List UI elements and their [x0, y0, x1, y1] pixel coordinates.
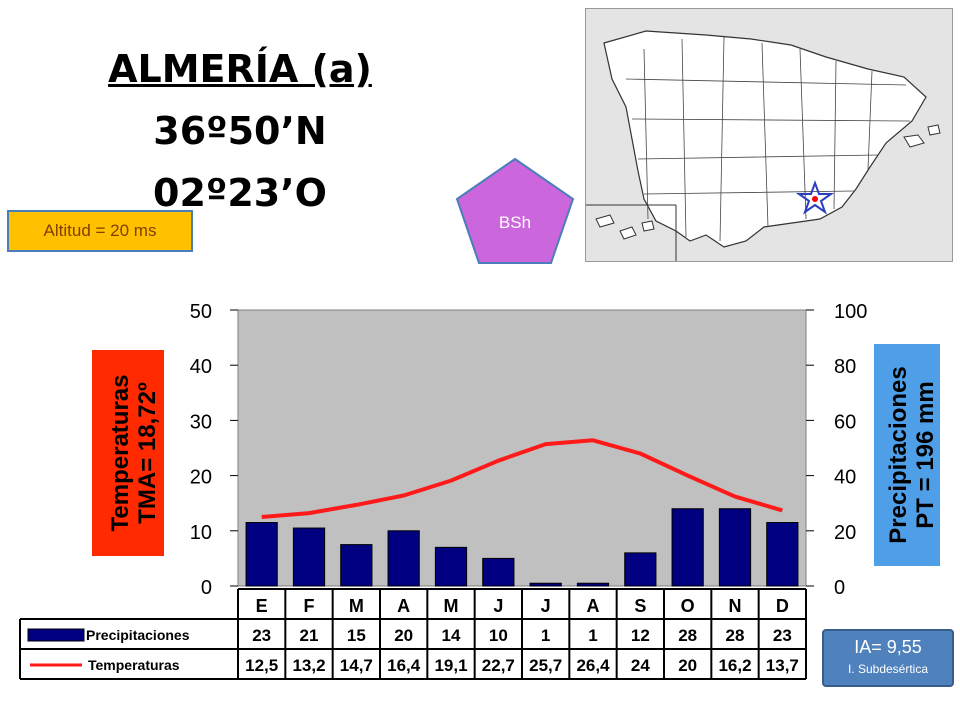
precipitation-bar-10	[718, 508, 752, 587]
precipitation-bar-9	[671, 508, 704, 587]
precipitation-bar-0	[245, 522, 278, 587]
temperature-value: 14,7	[340, 656, 373, 675]
temperature-value: 22,7	[482, 656, 515, 675]
precipitation-value: 21	[300, 626, 319, 645]
station-title-block: ALMERÍA (a) 36º50’N 02º23’O	[100, 38, 380, 224]
month-label: O	[681, 596, 695, 616]
month-label: F	[304, 596, 315, 616]
precipitation-value: 12	[631, 626, 650, 645]
temperature-tick-label: 30	[190, 411, 212, 433]
temperature-value: 20	[678, 656, 697, 675]
altitude-box: Altitud = 20 ms	[7, 210, 193, 252]
precipitation-tick-label: 100	[834, 301, 867, 323]
precipitation-tick-label: 20	[834, 522, 856, 544]
temperature-tick-label: 20	[190, 467, 212, 489]
temperature-value: 13,7	[766, 656, 799, 675]
precipitation-value: 14	[442, 626, 461, 645]
month-label: M	[349, 596, 364, 616]
precipitation-bar-5	[482, 557, 515, 587]
canary-islands	[595, 214, 655, 240]
precipitation-bar-3	[387, 530, 420, 587]
temperature-value: 16,2	[718, 656, 751, 675]
iberia-map	[586, 9, 952, 261]
temperature-tick-label: 0	[201, 577, 212, 599]
precipitation-axis-title-line2: PT = 196 mm	[912, 381, 939, 528]
temperature-value: 24	[631, 656, 650, 675]
month-label: A	[587, 596, 600, 616]
temperature-legend-label: Temperaturas	[88, 657, 180, 673]
temperature-axis-title-line2: TMA= 18,72º	[134, 382, 161, 524]
station-latitude: 36º50’N	[153, 109, 327, 153]
aridity-index-box: IA= 9,55 I. Subdesértica	[822, 629, 954, 687]
month-label: D	[776, 596, 789, 616]
temperature-value: 13,2	[292, 656, 325, 675]
precipitation-bar-2	[340, 544, 373, 587]
temperature-value: 19,1	[434, 656, 467, 675]
plot-area	[237, 309, 807, 587]
temperature-tick-label: 50	[190, 301, 212, 323]
station-longitude: 02º23’O	[153, 171, 327, 215]
precipitation-bar-8	[624, 552, 657, 587]
precipitation-axis-title: Precipitaciones PT = 196 mm	[874, 344, 940, 566]
temperature-line	[261, 438, 783, 519]
precipitation-value: 28	[678, 626, 697, 645]
month-label: S	[634, 596, 646, 616]
month-label: A	[397, 596, 410, 616]
location-dot-icon	[812, 196, 818, 202]
altitude-label: Altitud = 20 ms	[43, 221, 157, 240]
temperature-tick-label: 10	[190, 522, 212, 544]
precipitation-value: 1	[541, 626, 550, 645]
aridity-class: I. Subdesértica	[847, 662, 929, 676]
temperature-value: 12,5	[245, 656, 278, 675]
precipitation-tick-label: 80	[834, 356, 856, 378]
month-label: N	[729, 596, 742, 616]
location-star-icon	[795, 180, 835, 215]
precipitation-tick-label: 0	[834, 577, 845, 599]
precipitation-bar-4	[434, 546, 468, 587]
location-map	[585, 8, 953, 262]
climate-code: BSh	[498, 213, 532, 232]
precipitation-value: 1	[588, 626, 597, 645]
precipitation-tick-label: 60	[834, 411, 856, 433]
temperature-value: 25,7	[529, 656, 562, 675]
temperature-value: 26,4	[576, 656, 610, 675]
precipitation-bar-1	[292, 527, 326, 587]
precipitation-value: 23	[773, 626, 792, 645]
month-label: J	[541, 596, 551, 616]
climate-badge	[455, 157, 575, 264]
month-label: E	[256, 596, 268, 616]
climograph: 0 10 20 30 40 50 0 20 40 60 80 100 E F M A M J J A S O N D Pre…	[19, 301, 940, 680]
precipitation-value: 23	[252, 626, 271, 645]
precipitation-value: 28	[726, 626, 745, 645]
precipitation-bar-11	[766, 522, 799, 587]
precipitation-axis-title-line1: Precipitaciones	[885, 366, 912, 543]
precipitation-value: 15	[347, 626, 366, 645]
precipitation-legend-swatch	[27, 628, 85, 642]
balearic-islands	[903, 124, 941, 148]
temperature-tick-label: 40	[190, 356, 212, 378]
month-label: J	[493, 596, 503, 616]
temperature-axis-title-line1: Temperaturas	[107, 375, 134, 532]
temperature-value: 16,4	[387, 656, 421, 675]
precipitation-bar-7	[576, 582, 610, 587]
month-label: M	[444, 596, 459, 616]
precipitation-legend-label: Precipitaciones	[86, 627, 190, 643]
precipitation-bar-6	[529, 582, 562, 587]
pentagon-icon	[455, 157, 575, 264]
precipitation-value: 10	[489, 626, 508, 645]
precipitation-tick-label: 40	[834, 467, 856, 489]
station-name: ALMERÍA (a)	[108, 47, 372, 91]
aridity-index-value: IA= 9,55	[854, 637, 922, 657]
temperature-axis-title: Temperaturas TMA= 18,72º	[92, 350, 164, 556]
precipitation-value: 20	[394, 626, 413, 645]
